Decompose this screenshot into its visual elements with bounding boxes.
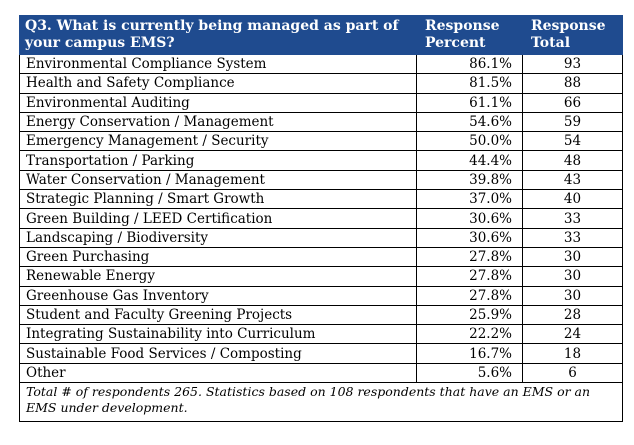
row-total: 59 [522, 111, 623, 133]
row-percent: 86.1% [416, 53, 523, 75]
row-item: Health and Safety Compliance [19, 73, 417, 94]
row-percent: 39.8% [416, 169, 523, 191]
row-total: 24 [522, 324, 623, 345]
table-row: Transportation / Parking 44.4% 48 [19, 150, 623, 171]
row-total: 30 [522, 266, 623, 287]
row-item: Integrating Sustainability into Curricul… [19, 324, 417, 345]
table-row: Health and Safety Compliance 81.5% 88 [19, 73, 623, 94]
row-total: 18 [522, 343, 623, 364]
table-row: Strategic Planning / Smart Growth 37.0% … [19, 189, 623, 210]
row-item: Green Purchasing [19, 246, 417, 268]
row-percent: 22.2% [416, 324, 523, 345]
row-total: 66 [522, 92, 623, 113]
row-percent: 50.0% [416, 131, 523, 152]
row-percent: 27.8% [416, 266, 523, 287]
row-percent: 37.0% [416, 189, 523, 210]
row-percent: 61.1% [416, 92, 523, 113]
row-item: Energy Conservation / Management [19, 111, 417, 133]
table-row: Student and Faculty Greening Projects 25… [19, 304, 623, 326]
row-percent: 16.7% [416, 343, 523, 364]
table-row: Green Purchasing 27.8% 30 [19, 246, 623, 268]
question-header: Q3. What is currently being managed as p… [19, 15, 417, 55]
row-percent: 5.6% [416, 362, 523, 384]
table-row: Water Conservation / Management 39.8% 43 [19, 169, 623, 191]
table-row: Energy Conservation / Management 54.6% 5… [19, 111, 623, 133]
table-row: Green Building / LEED Certification 30.6… [19, 208, 623, 229]
row-total: 30 [522, 285, 623, 306]
survey-results-table: Q3. What is currently being managed as p… [19, 15, 623, 423]
row-item: Student and Faculty Greening Projects [19, 304, 417, 326]
table-row: Integrating Sustainability into Curricul… [19, 324, 623, 345]
row-item: Environmental Compliance System [19, 53, 417, 75]
row-item: Environmental Auditing [19, 92, 417, 113]
row-percent: 54.6% [416, 111, 523, 133]
row-percent: 44.4% [416, 150, 523, 171]
row-total: 93 [522, 53, 623, 75]
row-item: Landscaping / Biodiversity [19, 227, 417, 248]
row-percent: 25.9% [416, 304, 523, 326]
row-total: 88 [522, 73, 623, 94]
table-row: Other 5.6% 6 [19, 362, 623, 384]
row-total: 48 [522, 150, 623, 171]
row-percent: 30.6% [416, 227, 523, 248]
row-percent: 30.6% [416, 208, 523, 229]
row-total: 28 [522, 304, 623, 326]
table-row: Greenhouse Gas Inventory 27.8% 30 [19, 285, 623, 306]
footnote-row: Total # of respondents 265. Statistics b… [19, 382, 623, 423]
row-total: 43 [522, 169, 623, 191]
row-total: 40 [522, 189, 623, 210]
response-total-header: Response Total [522, 15, 623, 55]
row-total: 54 [522, 131, 623, 152]
table-row: Renewable Energy 27.8% 30 [19, 266, 623, 287]
row-total: 6 [522, 362, 623, 384]
row-item: Transportation / Parking [19, 150, 417, 171]
row-item: Emergency Management / Security [19, 131, 417, 152]
row-item: Strategic Planning / Smart Growth [19, 189, 417, 210]
table-row: Landscaping / Biodiversity 30.6% 33 [19, 227, 623, 248]
table-body: Environmental Compliance System 86.1% 93… [19, 53, 623, 384]
table-row: Environmental Auditing 61.1% 66 [19, 92, 623, 113]
footnote: Total # of respondents 265. Statistics b… [19, 382, 623, 423]
row-percent: 27.8% [416, 285, 523, 306]
survey-table-container: Q3. What is currently being managed as p… [19, 15, 623, 423]
table-row: Environmental Compliance System 86.1% 93 [19, 53, 623, 75]
row-total: 30 [522, 246, 623, 268]
row-item: Other [19, 362, 417, 384]
row-item: Greenhouse Gas Inventory [19, 285, 417, 306]
response-percent-header: Response Percent [416, 15, 523, 55]
table-row: Sustainable Food Services / Composting 1… [19, 343, 623, 364]
header-row: Q3. What is currently being managed as p… [19, 15, 623, 55]
row-item: Sustainable Food Services / Composting [19, 343, 417, 364]
row-total: 33 [522, 208, 623, 229]
row-percent: 27.8% [416, 246, 523, 268]
row-item: Green Building / LEED Certification [19, 208, 417, 229]
row-total: 33 [522, 227, 623, 248]
row-percent: 81.5% [416, 73, 523, 94]
row-item: Renewable Energy [19, 266, 417, 287]
row-item: Water Conservation / Management [19, 169, 417, 191]
table-row: Emergency Management / Security 50.0% 54 [19, 131, 623, 152]
